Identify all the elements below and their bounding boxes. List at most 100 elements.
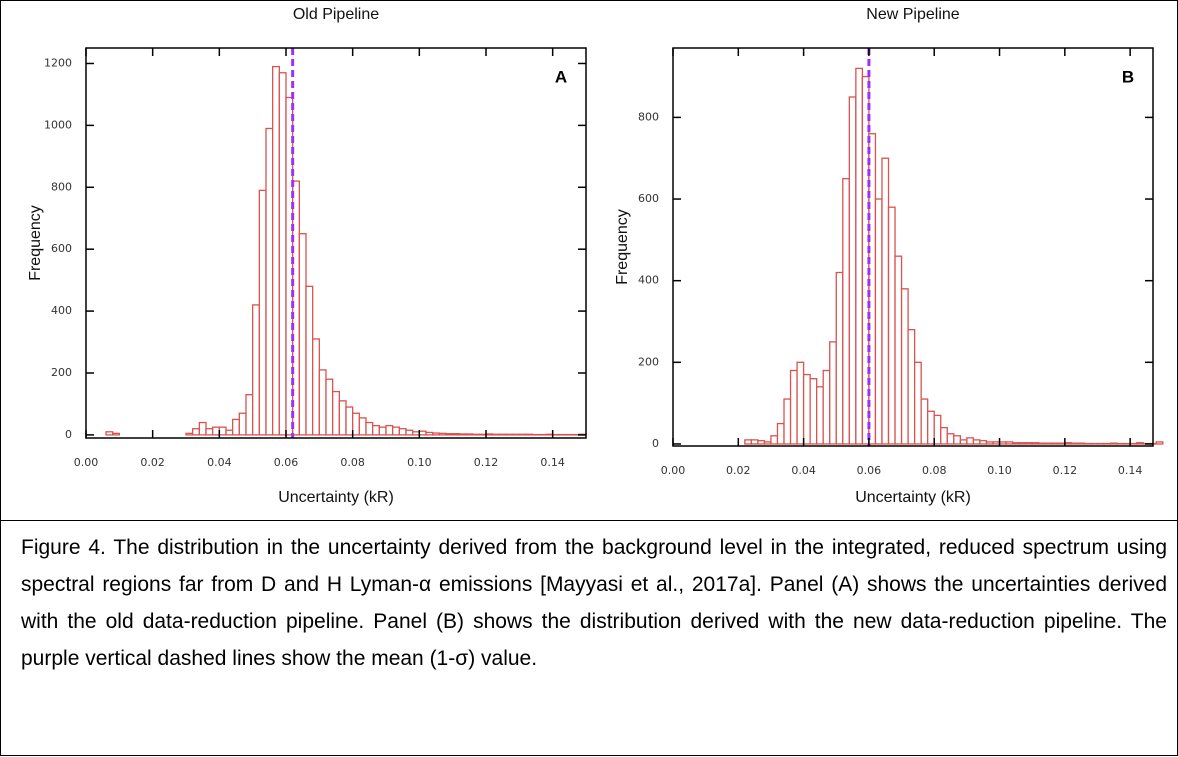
bar <box>1000 442 1007 444</box>
bar <box>226 430 233 435</box>
bar <box>849 97 856 444</box>
bar <box>758 441 765 444</box>
bar <box>233 419 240 434</box>
bar <box>915 362 922 444</box>
x-tick-label: 0.04 <box>207 456 232 469</box>
y-tick-label: 200 <box>638 355 659 368</box>
bar <box>486 434 493 435</box>
bar <box>1137 443 1144 444</box>
bar <box>333 392 340 435</box>
y-tick-label: 800 <box>638 110 659 123</box>
panel-letter: B <box>1122 67 1134 86</box>
bar <box>882 158 889 444</box>
bar <box>386 426 393 435</box>
bar <box>1111 443 1118 444</box>
chart: Old Pipeline Uncertainty (kR) Frequency 0.0… <box>1 1 1178 520</box>
x-axis-title: Uncertainty (kR) <box>855 489 971 506</box>
x-tick-label: 0.10 <box>407 456 432 469</box>
bar <box>889 207 896 444</box>
bar <box>366 423 373 435</box>
bar <box>1006 442 1013 444</box>
caption: Figure 4. The distribution in the uncert… <box>1 520 1178 757</box>
x-tick-label: 0.12 <box>474 456 499 469</box>
bar <box>346 407 353 435</box>
bar <box>1052 443 1059 444</box>
bar <box>1156 442 1163 444</box>
bar <box>473 434 480 435</box>
x-tick-label: 0.02 <box>726 464 751 477</box>
bar <box>199 423 206 435</box>
bar <box>1078 443 1085 444</box>
bar <box>947 434 954 444</box>
y-tick-label: 400 <box>638 274 659 287</box>
x-tick-label: 0.14 <box>1118 464 1143 477</box>
bar <box>960 440 967 444</box>
bar <box>193 429 200 435</box>
bar <box>823 370 830 443</box>
bar <box>239 413 246 435</box>
bar <box>856 68 863 444</box>
bar <box>797 362 804 444</box>
bar <box>419 431 426 435</box>
bar <box>499 434 506 435</box>
bar <box>875 199 882 444</box>
bar <box>439 433 446 435</box>
bar <box>1071 443 1078 444</box>
bar <box>219 427 226 435</box>
x-tick-label: 0.00 <box>661 464 686 477</box>
bar <box>934 415 941 444</box>
bar <box>1039 443 1046 444</box>
bar <box>253 305 260 435</box>
bar <box>784 399 791 444</box>
y-axis-title: Frequency <box>27 205 44 281</box>
bar <box>446 434 453 435</box>
bar <box>299 234 306 435</box>
bar <box>266 128 273 434</box>
bar <box>777 424 784 444</box>
bar <box>908 330 915 444</box>
bar <box>359 418 366 435</box>
y-tick-label: 200 <box>51 366 72 379</box>
bar <box>1032 443 1039 444</box>
bar <box>433 433 440 435</box>
bar <box>326 379 333 435</box>
x-tick-label: 0.08 <box>340 456 365 469</box>
bar <box>836 273 843 444</box>
bar <box>279 73 286 435</box>
bar <box>186 433 193 435</box>
bar <box>1065 443 1072 444</box>
x-tick-label: 0.14 <box>540 456 565 469</box>
bar <box>453 434 460 435</box>
bar <box>967 438 974 444</box>
bar <box>928 411 935 444</box>
bar <box>206 429 213 435</box>
chart-title: New Pipeline <box>866 6 959 23</box>
x-tick-label: 0.08 <box>922 464 947 477</box>
bar <box>745 440 752 444</box>
y-tick-label: 600 <box>638 192 659 205</box>
y-tick-label: 600 <box>51 242 72 255</box>
chart-title: Old Pipeline <box>293 6 379 23</box>
bar <box>986 442 993 444</box>
bar <box>843 179 850 444</box>
y-tick-label: 400 <box>51 304 72 317</box>
x-tick-label: 0.00 <box>74 456 99 469</box>
x-axis-title: Uncertainty (kR) <box>278 489 394 506</box>
bar <box>1045 443 1052 444</box>
x-tick-label: 0.06 <box>857 464 882 477</box>
bar <box>1013 443 1020 444</box>
bar <box>406 430 413 435</box>
bar <box>519 434 526 435</box>
y-tick-label: 0 <box>652 437 659 450</box>
bar <box>980 441 987 444</box>
bar <box>393 427 400 435</box>
y-tick-label: 1200 <box>44 56 72 69</box>
bar <box>513 434 520 435</box>
bar <box>379 427 386 435</box>
bar <box>493 434 500 435</box>
bar <box>306 286 313 435</box>
plot-frame <box>86 48 586 438</box>
y-axis-title: Frequency <box>614 209 631 285</box>
x-tick-label: 0.12 <box>1053 464 1078 477</box>
